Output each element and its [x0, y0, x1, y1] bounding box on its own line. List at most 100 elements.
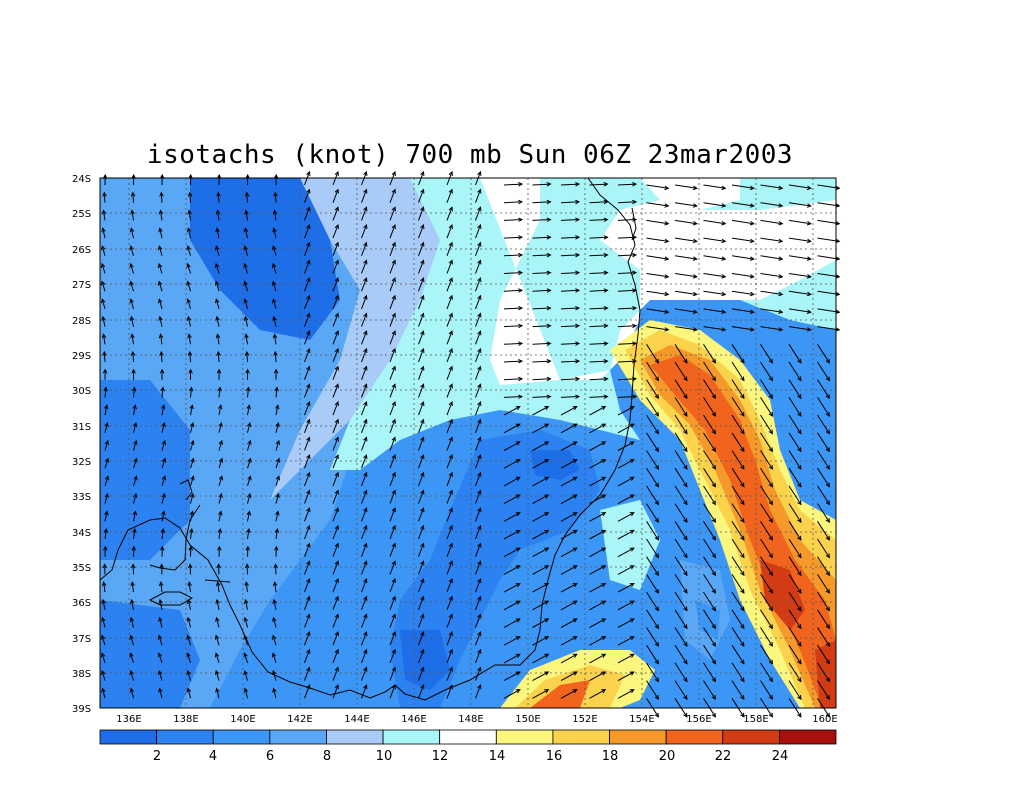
wind-arrow [418, 419, 424, 433]
wind-arrowhead [448, 684, 453, 690]
wind-arrowhead [186, 227, 192, 233]
wind-arrowhead [187, 563, 193, 569]
wind-arrow [446, 419, 453, 433]
wind-arrow [389, 543, 396, 557]
wind-arrowhead [306, 542, 311, 548]
wind-arrowhead [768, 695, 773, 701]
wind-arrowhead [334, 489, 339, 495]
wind-arrow [503, 512, 521, 522]
wind-arrow [247, 387, 249, 398]
wind-arrowhead [334, 294, 339, 300]
wind-arrow [703, 644, 716, 664]
wind-arrowhead [334, 206, 339, 212]
wind-arrow [332, 543, 339, 557]
wind-arrowhead [186, 245, 191, 251]
wind-arrowhead [334, 524, 339, 530]
wind-arrow [188, 210, 191, 221]
wind-arrow [389, 419, 396, 433]
wind-arrow [218, 387, 221, 398]
wind-arrowhead [711, 571, 716, 577]
wind-arrowhead [218, 404, 223, 410]
wind-arrowhead [603, 217, 609, 222]
wind-arrowhead [272, 616, 277, 622]
wind-arrowhead [477, 383, 482, 389]
wind-arrow [133, 405, 136, 416]
wind-arrowhead [692, 185, 698, 191]
colorbar-swatch [99, 729, 158, 745]
wind-arrowhead [711, 447, 716, 453]
lat-label: 24S [72, 174, 91, 185]
wind-arrow [274, 210, 277, 221]
wind-arrow [446, 295, 453, 310]
wind-arrowhead [797, 535, 802, 541]
colorbar-label: 8 [323, 749, 331, 764]
wind-arrowhead [186, 598, 192, 605]
wind-arrow [161, 440, 166, 451]
wind-arrow [731, 237, 754, 242]
wind-arrowhead [518, 252, 524, 258]
wind-arrow [418, 366, 424, 380]
wind-arrowhead [477, 684, 482, 690]
wind-arrowhead [654, 358, 659, 364]
lon-label: 156E [686, 714, 711, 725]
wind-arrow [703, 467, 716, 487]
wind-arrowhead [768, 606, 773, 612]
wind-arrow [188, 582, 191, 593]
wind-arrow [731, 591, 745, 611]
wind-arrow [389, 685, 396, 699]
wind-arrow [475, 685, 481, 699]
wind-arrowhead [420, 560, 425, 566]
wind-arrow [646, 237, 669, 242]
wind-arrow [817, 503, 830, 523]
wind-arrow [589, 183, 608, 186]
wind-arrow [589, 600, 606, 611]
wind-arrowhead [654, 464, 659, 470]
wind-arrowhead [749, 291, 755, 297]
wind-arrowhead [420, 400, 425, 407]
wind-arrow [560, 289, 580, 292]
colorbar-label: 20 [659, 749, 676, 764]
wind-arrow [560, 689, 578, 699]
wind-arrowhead [835, 238, 841, 244]
wind-arrowhead [572, 423, 578, 428]
wind-arrow [101, 281, 106, 292]
wind-arrow [217, 210, 220, 221]
wind-arrowhead [515, 653, 521, 658]
wind-arrow [332, 490, 339, 504]
wind-arrowhead [546, 235, 552, 240]
wind-arrowhead [572, 494, 578, 499]
wind-arrow [760, 344, 773, 364]
wind-arrowhead [274, 386, 279, 392]
wind-arrowhead [215, 669, 220, 675]
wind-arrow [560, 219, 580, 221]
wind-arrowhead [420, 383, 425, 389]
wind-arrowhead [218, 439, 223, 445]
wind-arrowhead [740, 571, 745, 577]
wind-arrow [617, 342, 637, 345]
wind-arrow [389, 596, 396, 610]
wind-arrow [101, 299, 106, 310]
wind-arrow [589, 529, 606, 540]
wind-arrowhead [825, 553, 830, 559]
wind-arrow [646, 538, 659, 558]
wind-arrowhead [515, 671, 521, 676]
wind-arrowhead [546, 182, 552, 187]
wind-arrowhead [825, 411, 830, 417]
colorbar-label: 2 [153, 749, 161, 764]
wind-arrow [389, 631, 396, 646]
wind-arrowhead [104, 457, 110, 463]
wind-arrowhead [572, 582, 578, 588]
wind-arrow [788, 308, 811, 313]
wind-arrow [703, 485, 716, 505]
wind-arrowhead [654, 659, 659, 665]
wind-arrowhead [132, 528, 137, 533]
lat-label: 27S [72, 280, 91, 291]
wind-arrowhead [749, 309, 755, 314]
wind-arrowhead [806, 327, 812, 332]
wind-arrowhead [420, 631, 425, 637]
wind-arrow [332, 207, 339, 221]
wind-arrowhead [825, 394, 830, 400]
wind-arrowhead [189, 510, 195, 516]
wind-arrow [817, 662, 830, 682]
wind-arrow [245, 599, 248, 610]
